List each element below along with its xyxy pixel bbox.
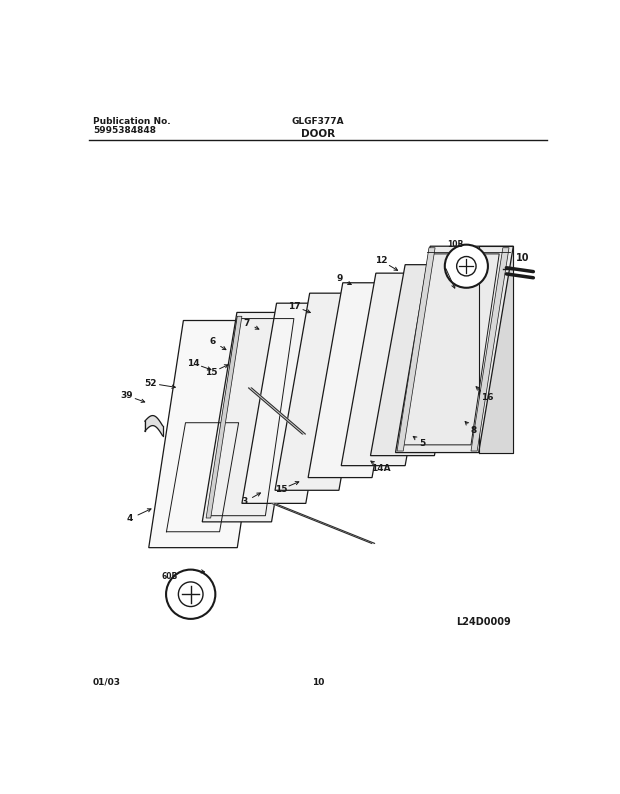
Text: 3: 3 <box>241 497 248 507</box>
Circle shape <box>166 569 215 619</box>
Text: 15: 15 <box>275 485 287 494</box>
Text: 16: 16 <box>481 392 494 402</box>
Text: Publication No.: Publication No. <box>93 117 170 125</box>
Text: 5995384848: 5995384848 <box>93 126 156 135</box>
Polygon shape <box>308 283 407 477</box>
Polygon shape <box>371 264 469 456</box>
Text: 15: 15 <box>205 368 218 377</box>
Text: 7: 7 <box>244 318 250 328</box>
Text: DOOR: DOOR <box>301 129 335 139</box>
Text: 01/03: 01/03 <box>93 677 121 687</box>
Text: 10: 10 <box>312 677 324 687</box>
Text: 12: 12 <box>375 256 388 265</box>
Text: 39: 39 <box>120 391 133 400</box>
Polygon shape <box>145 415 162 436</box>
Polygon shape <box>202 312 306 522</box>
Polygon shape <box>397 248 435 451</box>
Text: 4: 4 <box>126 515 133 523</box>
Polygon shape <box>242 303 340 503</box>
Circle shape <box>445 245 488 287</box>
Polygon shape <box>149 321 272 548</box>
Text: 9: 9 <box>336 274 342 283</box>
Text: 10B: 10B <box>448 240 464 249</box>
Text: 60B: 60B <box>162 572 178 581</box>
Text: eReplacementParts.com: eReplacementParts.com <box>254 422 381 431</box>
Text: 5: 5 <box>419 439 425 448</box>
Text: 6: 6 <box>210 337 216 346</box>
Text: 10: 10 <box>516 252 529 263</box>
Polygon shape <box>396 246 513 453</box>
Polygon shape <box>471 248 509 451</box>
Text: 52: 52 <box>144 379 157 387</box>
Text: 14: 14 <box>187 359 199 368</box>
Polygon shape <box>341 273 440 465</box>
Text: 8: 8 <box>470 426 476 435</box>
Polygon shape <box>272 503 374 543</box>
Text: L24D0009: L24D0009 <box>456 617 511 626</box>
Polygon shape <box>249 388 306 434</box>
Polygon shape <box>275 293 374 490</box>
Text: 17: 17 <box>288 302 301 310</box>
Text: 14A: 14A <box>371 464 391 473</box>
Text: GLGF377A: GLGF377A <box>291 117 344 125</box>
Polygon shape <box>206 316 242 518</box>
Polygon shape <box>479 246 513 453</box>
